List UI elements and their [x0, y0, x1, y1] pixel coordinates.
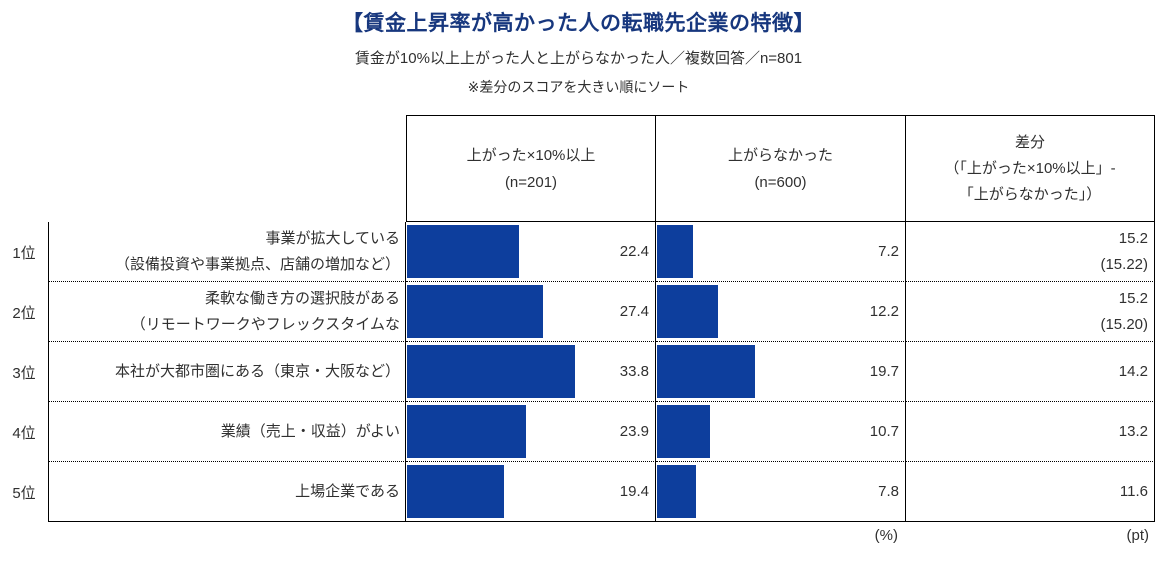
diff-cell: 15.2 (15.22)	[906, 222, 1155, 282]
row-label-line1: 上場企業である	[295, 482, 400, 500]
unit-label-percent: (%)	[874, 527, 898, 544]
bar-cell-increased: 22.4	[406, 222, 656, 282]
row-label: 業績（売上・収益）がよい	[48, 402, 406, 462]
bar-cell-not-increased: 19.7	[656, 342, 906, 402]
bar-not-increased	[657, 225, 693, 278]
header-spacer	[0, 115, 406, 222]
unit-label-point: (pt)	[1126, 527, 1150, 544]
row-label-line1: 事業が拡大している	[265, 229, 400, 247]
bar-increased	[407, 345, 576, 398]
row-label: 柔軟な働き方の選択肢がある （リモートワークやフレックスタイムな	[48, 282, 406, 342]
column-header-diff: 差分 （「上がった×10%以上」- 「上がらなかった」）	[906, 115, 1155, 222]
bar-value-not-increased: 10.7	[869, 423, 899, 440]
bar-increased	[407, 285, 544, 338]
diff-cell: 15.2 (15.20)	[906, 282, 1155, 342]
rank-label: 5位	[12, 484, 36, 502]
column-header-diff-formula-1: （「上がった×10%以上」-	[944, 159, 1116, 177]
row-label: 上場企業である	[48, 462, 406, 522]
diff-cell: 13.2	[906, 402, 1155, 462]
rank-label: 4位	[12, 424, 36, 442]
row-label-line2: （リモートワークやフレックスタイムな	[130, 315, 400, 333]
diff-value: 11.6	[1119, 482, 1148, 500]
page-subtitle: 賃金が10%以上上がった人と上がらなかった人／複数回答／n=801	[354, 50, 803, 67]
bar-cell-not-increased: 12.2	[656, 282, 906, 342]
diff-value: 14.2	[1118, 362, 1148, 380]
row-label-line2: （設備投資や事業拠点、店舗の増加など）	[114, 255, 400, 273]
bar-not-increased	[657, 285, 718, 338]
bar-cell-increased: 23.9	[406, 402, 656, 462]
bar-cell-increased: 19.4	[406, 462, 656, 522]
bar-cell-not-increased: 7.2	[656, 222, 906, 282]
diff-cell: 11.6	[906, 462, 1155, 522]
diff-value-detail: (15.22)	[1100, 255, 1148, 273]
column-header-not-increased-n: (n=600)	[754, 173, 807, 191]
diff-value: 15.2	[1118, 229, 1148, 247]
bar-not-increased	[657, 405, 711, 458]
column-header-diff-formula-2: 「上がらなかった」）	[958, 185, 1102, 203]
bar-increased	[407, 465, 504, 518]
bar-cell-increased: 33.8	[406, 342, 656, 402]
row-label: 事業が拡大している （設備投資や事業拠点、店舗の増加など）	[48, 222, 406, 282]
rank-label: 2位	[12, 304, 36, 322]
rank-label: 3位	[12, 364, 36, 382]
page-title: 【賃金上昇率が高かった人の転職先企業の特徴】	[342, 12, 815, 35]
data-table: 上がった×10%以上 (n=201) 上がらなかった (n=600) 差分 （「…	[0, 115, 1155, 522]
sort-note: ※差分のスコアを大きい順にソート	[467, 79, 690, 95]
bar-value-increased: 23.9	[619, 423, 649, 440]
bar-value-not-increased: 7.8	[878, 483, 899, 500]
bar-value-increased: 22.4	[619, 243, 649, 260]
bar-increased	[407, 225, 519, 278]
bar-value-increased: 19.4	[619, 483, 649, 500]
rank-label: 1位	[12, 244, 36, 262]
bar-cell-not-increased: 7.8	[656, 462, 906, 522]
bar-value-increased: 33.8	[619, 363, 649, 380]
diff-cell: 14.2	[906, 342, 1155, 402]
bar-increased	[407, 405, 527, 458]
row-label-line1: 本社が大都市圏にある（東京・大阪など）	[114, 362, 400, 380]
bar-value-not-increased: 19.7	[869, 363, 899, 380]
column-header-not-increased: 上がらなかった (n=600)	[656, 115, 906, 222]
bar-not-increased	[657, 465, 696, 518]
bar-cell-not-increased: 10.7	[656, 402, 906, 462]
column-header-increased-label: 上がった×10%以上	[466, 146, 596, 164]
bar-value-not-increased: 12.2	[869, 303, 899, 320]
column-header-not-increased-label: 上がらなかった	[727, 146, 833, 164]
row-label-line1: 業績（売上・収益）がよい	[220, 422, 400, 440]
bar-value-not-increased: 7.2	[878, 243, 899, 260]
diff-value-detail: (15.20)	[1100, 315, 1148, 333]
bar-not-increased	[657, 345, 756, 398]
column-header-increased: 上がった×10%以上 (n=201)	[406, 115, 656, 222]
bar-value-increased: 27.4	[619, 303, 649, 320]
row-label-line1: 柔軟な働き方の選択肢がある	[204, 289, 400, 307]
diff-value: 15.2	[1118, 289, 1148, 307]
row-label: 本社が大都市圏にある（東京・大阪など）	[48, 342, 406, 402]
bar-cell-increased: 27.4	[406, 282, 656, 342]
column-header-increased-n: (n=201)	[504, 173, 558, 191]
column-header-diff-label: 差分	[1014, 133, 1045, 151]
diff-value: 13.2	[1118, 422, 1148, 440]
